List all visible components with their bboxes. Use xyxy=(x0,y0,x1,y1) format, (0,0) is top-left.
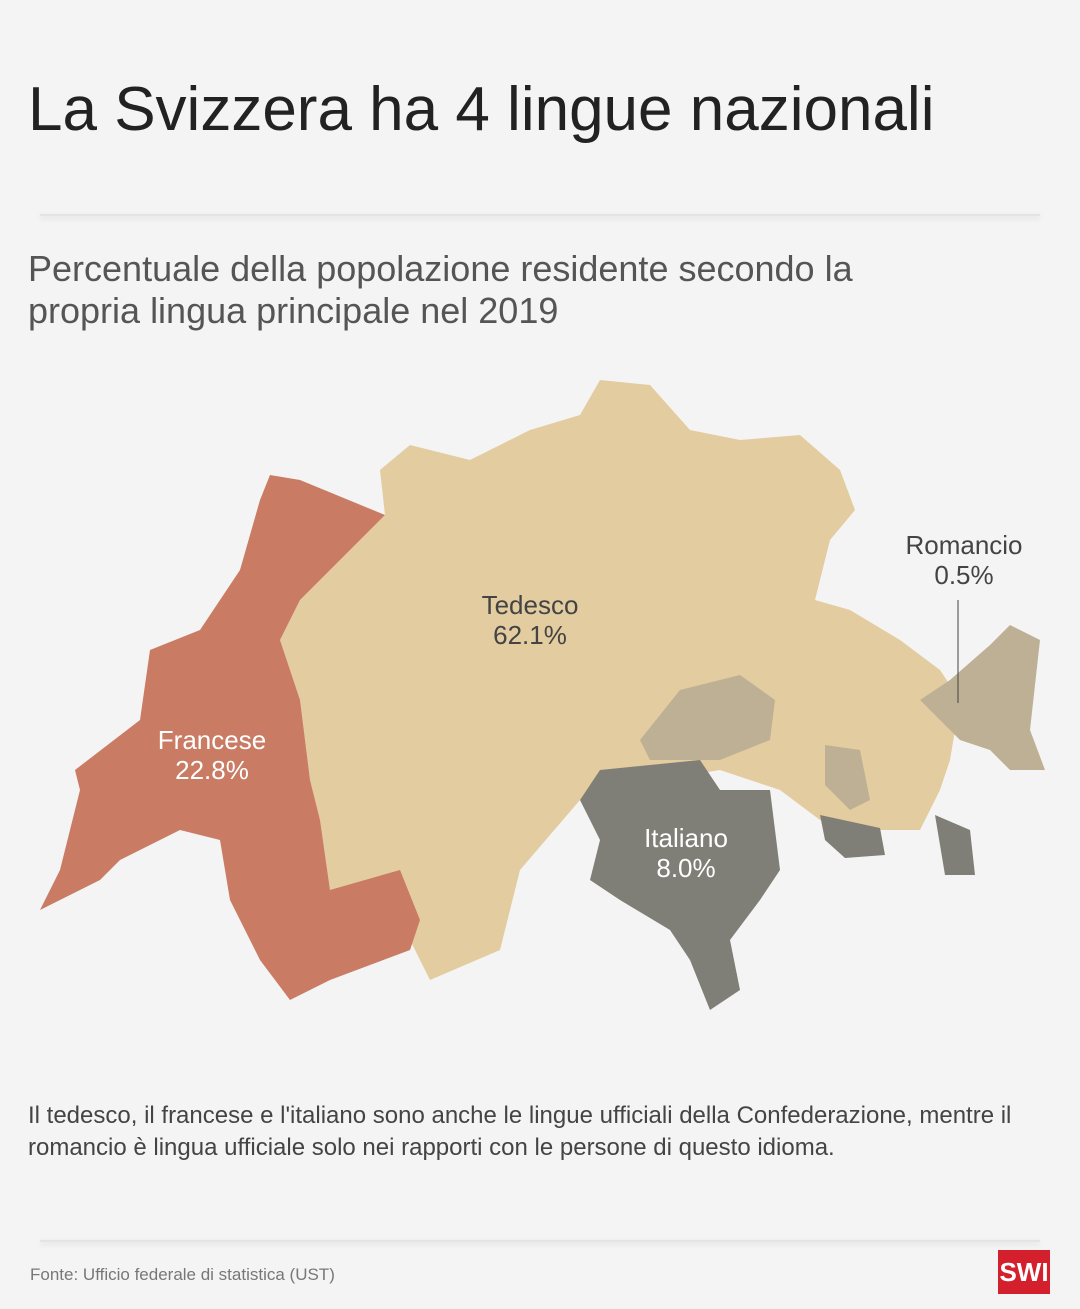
region-italiano xyxy=(580,760,780,1010)
region-name: Francese xyxy=(158,725,266,755)
region-value: 8.0% xyxy=(656,853,715,883)
region-name: Tedesco xyxy=(482,590,579,620)
region-name: Romancio xyxy=(905,530,1022,560)
region-romancio xyxy=(640,675,775,760)
region-francese xyxy=(40,475,420,1000)
region-italiano xyxy=(935,815,975,875)
region-value: 62.1% xyxy=(493,620,567,650)
region-name: Italiano xyxy=(644,823,728,853)
note: Il tedesco, il francese e l'italiano son… xyxy=(28,1102,1012,1161)
separator xyxy=(40,214,1040,216)
region-value: 0.5% xyxy=(934,560,993,590)
region-romancio xyxy=(920,625,1045,770)
subtitle: Percentuale della popolazione residente … xyxy=(28,248,853,331)
logo: SWI xyxy=(998,1250,1050,1294)
region-value: 22.8% xyxy=(175,755,249,785)
region-tedesco xyxy=(280,380,960,980)
separator xyxy=(40,1240,1040,1242)
title: La Svizzera ha 4 lingue nazionali xyxy=(28,75,935,144)
region-italiano xyxy=(820,815,885,858)
region-romancio xyxy=(825,745,870,810)
source: Fonte: Ufficio federale di statistica (U… xyxy=(30,1265,335,1284)
